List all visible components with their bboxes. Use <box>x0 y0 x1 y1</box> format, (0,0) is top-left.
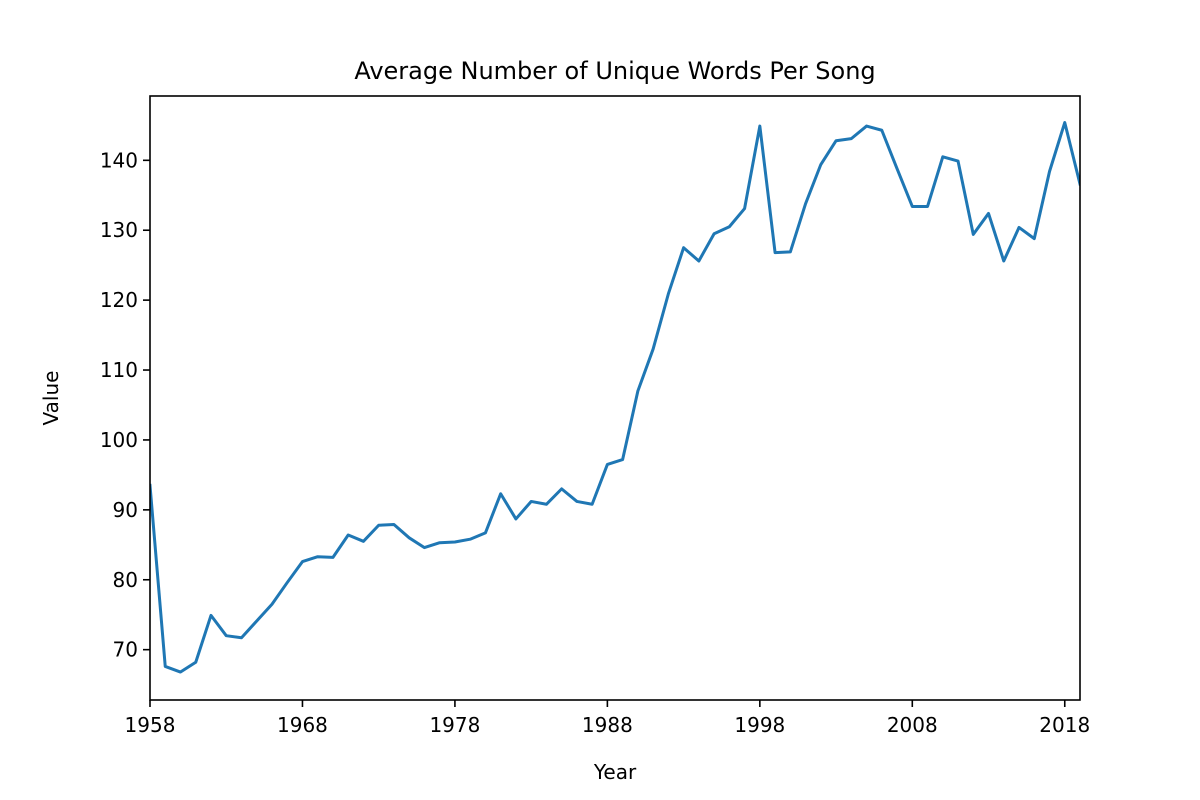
x-tick-label: 2008 <box>887 713 938 737</box>
x-tick-label: 1998 <box>734 713 785 737</box>
x-tick-label: 1988 <box>582 713 633 737</box>
axes-frame <box>149 95 1081 701</box>
y-tick-label: 100 <box>100 428 138 452</box>
x-axis-label: Year <box>593 760 637 784</box>
y-tick-label: 140 <box>100 148 138 172</box>
x-tick-label: 1968 <box>277 713 328 737</box>
y-tick-label: 80 <box>113 568 138 592</box>
x-tick-label: 1958 <box>125 713 176 737</box>
plot-area: 1958 1968 1978 1988 1998 2008 2018 70 80 90 100 110… <box>100 95 1090 737</box>
y-tick-label: 70 <box>113 638 138 662</box>
y-tick-label: 110 <box>100 358 138 382</box>
y-tick-label: 120 <box>100 288 138 312</box>
y-tick-label: 90 <box>113 498 138 522</box>
series-line-0 <box>150 121 1080 674</box>
x-tick-label: 2018 <box>1039 713 1090 737</box>
y-tick-label: 130 <box>100 218 138 242</box>
x-tick-label: 1978 <box>429 713 480 737</box>
chart-title: Average Number of Unique Words Per Song <box>354 57 875 85</box>
y-axis-label: Value <box>39 371 63 426</box>
